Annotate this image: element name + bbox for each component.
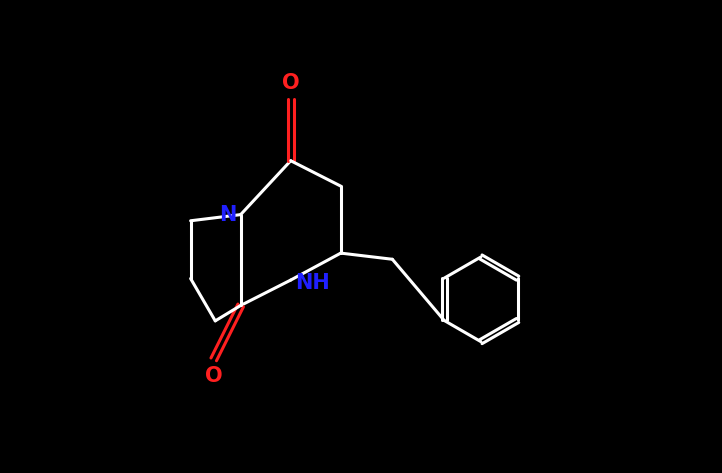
Text: NH: NH — [295, 273, 330, 293]
Text: N: N — [219, 205, 236, 225]
Text: O: O — [205, 366, 222, 385]
Text: O: O — [282, 73, 300, 93]
